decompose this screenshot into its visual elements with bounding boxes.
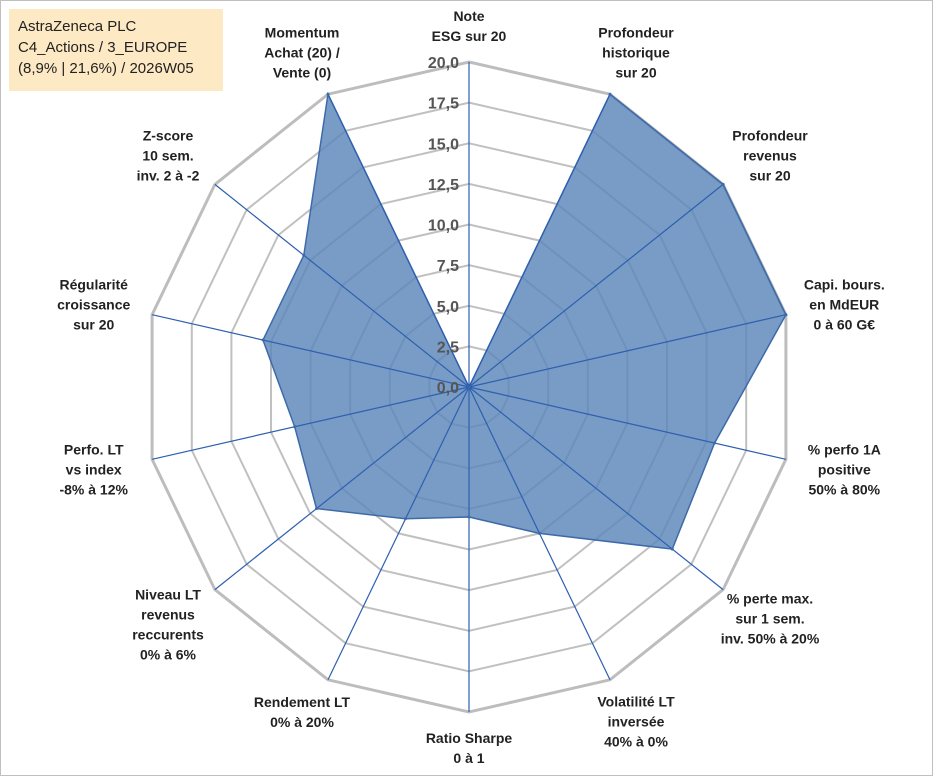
tick-label: 5,0 [437, 299, 459, 316]
axis-spoke-6 [468, 386, 724, 591]
axis-label: 0% à 20% [270, 714, 334, 730]
axis-label: % perfo 1A [808, 442, 881, 458]
axis-spoke-12 [151, 314, 470, 388]
data-point-2 [608, 92, 612, 96]
axis-label: 40% à 0% [604, 733, 668, 749]
axis-spoke-10 [214, 386, 470, 591]
data-point-13 [302, 253, 306, 257]
data-point-12 [261, 338, 265, 342]
axis-label: historique [602, 45, 670, 61]
axis-label: sur 20 [73, 316, 114, 332]
data-point-10 [315, 507, 318, 511]
axis-label: -8% à 12% [59, 482, 128, 498]
info-period: (8,9% | 21,6%) / 2026W05 [18, 60, 194, 77]
axis-spoke-13 [214, 183, 470, 388]
data-point-11 [293, 425, 297, 429]
axis-label: Volatilité LT [597, 693, 675, 709]
axis-label: Capi. bours. [804, 276, 885, 292]
axis-label: positive [818, 462, 871, 478]
series-area [262, 91, 787, 550]
tick-label: 10,0 [428, 218, 459, 235]
axis-label: Note [453, 8, 484, 24]
axis-spoke-2 [468, 93, 611, 388]
info-company: AstraZeneca PLC [18, 18, 137, 35]
axis-label: revenus [743, 148, 797, 164]
data-point-5 [713, 441, 717, 445]
tick-label: 0,0 [437, 380, 459, 397]
axis-label: reccurents [132, 627, 204, 643]
axis-label: 0% à 6% [140, 647, 197, 663]
axis-label: inv. 50% à 20% [721, 630, 820, 646]
axis-label: Ratio Sharpe [426, 730, 513, 746]
data-point-9 [404, 517, 407, 521]
axis-label: Rendement LT [254, 694, 351, 710]
tick-label: 17,5 [428, 96, 459, 113]
tick-label: 20,0 [428, 55, 459, 72]
axis-label: sur 20 [615, 65, 656, 81]
tick-label: 15,0 [428, 136, 459, 153]
axis-label: vs index [66, 462, 122, 478]
axis-spoke-3 [468, 183, 724, 388]
data-point-1 [467, 385, 471, 389]
tick-label: 12,5 [428, 177, 459, 194]
axis-label: Vente (0) [273, 65, 331, 81]
axis-label: 10 sem. [142, 148, 193, 164]
axis-label: Momentum [265, 25, 340, 41]
axis-label: inv. 2 à -2 [137, 168, 200, 184]
axis-label: revenus [141, 607, 195, 623]
axis-label: Achat (20) / [264, 45, 340, 61]
axis-label: sur 1 sem. [735, 610, 804, 626]
axis-spoke-11 [151, 386, 470, 460]
axis-label: Perfo. LT [64, 442, 124, 458]
axis-label: Profondeur [732, 128, 808, 144]
tick-label: 2,5 [437, 339, 459, 356]
axis-label: Niveau LT [135, 587, 201, 603]
axis-label: Z-score [143, 128, 194, 144]
info-box: AstraZeneca PLC C4_Actions / 3_EUROPE (8… [9, 9, 223, 91]
axis-label: croissance [57, 296, 130, 312]
axis-label: 0 à 1 [453, 750, 484, 766]
data-point-6 [670, 547, 674, 551]
axis-label: 50% à 80% [808, 482, 880, 498]
axis-spoke-5 [468, 386, 787, 460]
data-point-7 [538, 531, 541, 535]
axis-label: ESG sur 20 [432, 28, 507, 44]
axis-spoke-14 [327, 93, 470, 388]
axis-label: en MdEUR [809, 296, 879, 312]
data-point-8 [467, 515, 471, 519]
axis-label: Régularité [59, 276, 128, 292]
axis-label: % perte max. [727, 590, 813, 606]
axis-label: Profondeur [598, 25, 674, 41]
info-category: C4_Actions / 3_EUROPE [18, 39, 188, 56]
axis-label: inversée [608, 713, 665, 729]
axis-spoke-9 [327, 386, 470, 681]
data-point-3 [721, 182, 725, 186]
data-point-4 [784, 313, 788, 317]
data-point-14 [326, 92, 330, 96]
axis-label: sur 20 [749, 168, 790, 184]
tick-label: 7,5 [437, 258, 459, 275]
axis-label: 0 à 60 G€ [814, 316, 876, 332]
axis-spoke-4 [468, 314, 787, 388]
